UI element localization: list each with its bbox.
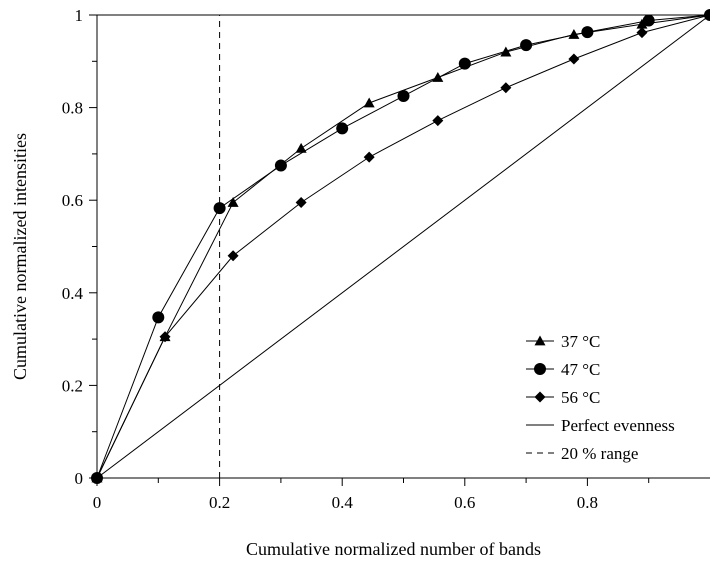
x-tick-label: 0.6: [454, 493, 475, 512]
data-point: [159, 331, 171, 343]
data-point: [227, 250, 239, 262]
x-axis-title: Cumulative normalized number of bands: [246, 539, 541, 559]
data-point: [432, 115, 444, 127]
data-point: [568, 28, 580, 39]
legend-item: 20 % range: [526, 444, 638, 463]
series-line: [96, 14, 710, 479]
data-point: [336, 122, 349, 135]
y-tick-label: 0.8: [62, 99, 83, 118]
x-tick-label: 0.2: [209, 493, 230, 512]
data-point: [363, 97, 375, 108]
legend-label: 56 °C: [561, 388, 600, 407]
series-diamond: [91, 9, 710, 484]
data-point: [274, 159, 287, 172]
series-circle: [91, 9, 710, 484]
y-tick-label: 0.6: [62, 191, 83, 210]
x-tick-label: 0.8: [577, 493, 598, 512]
data-point: [636, 27, 648, 39]
data-point: [636, 18, 648, 29]
y-tick-label: 0.2: [62, 376, 83, 395]
plot-series: [91, 9, 710, 484]
data-point: [295, 142, 307, 153]
series-line: [96, 14, 710, 479]
data-point: [568, 53, 580, 65]
x-tick-label: 0.4: [332, 493, 354, 512]
y-ticks: 0 0.2 0.4 0.6 0.8 1: [62, 6, 97, 488]
legend-marker: [534, 335, 546, 346]
data-point: [363, 151, 375, 163]
y-tick-label: 0.4: [62, 284, 84, 303]
x-tick-label: 0: [93, 493, 102, 512]
data-point: [642, 14, 655, 27]
legend-marker: [534, 391, 546, 403]
y-axis-title: Cumulative normalized intensities: [10, 133, 30, 380]
y-tick-label: 0: [75, 469, 84, 488]
data-point: [458, 57, 471, 70]
data-point: [295, 197, 307, 209]
data-point: [704, 9, 710, 21]
legend-label: 37 °C: [561, 332, 600, 351]
data-point: [227, 197, 239, 207]
legend-item: 37 °C: [526, 332, 600, 351]
x-ticks: 0 0.2 0.4 0.6 0.8: [93, 478, 650, 512]
data-point: [500, 82, 512, 94]
legend-label: 47 °C: [561, 360, 600, 379]
legend-item: 47 °C: [526, 360, 600, 379]
legend-label: 20 % range: [561, 444, 638, 463]
data-point: [520, 39, 533, 52]
series-evenness-line: [96, 14, 710, 479]
legend-marker: [534, 363, 546, 375]
data-point: [152, 311, 165, 324]
legend-label: Perfect evenness: [561, 416, 675, 435]
legend-item: Perfect evenness: [526, 416, 675, 435]
data-point: [397, 90, 410, 103]
legend-item: 56 °C: [526, 388, 600, 407]
legend: 37 °C 47 °C 56 °C Perfect evenness 20 % rang…: [526, 332, 675, 463]
data-point: [581, 26, 594, 39]
y-tick-label: 1: [75, 6, 84, 25]
